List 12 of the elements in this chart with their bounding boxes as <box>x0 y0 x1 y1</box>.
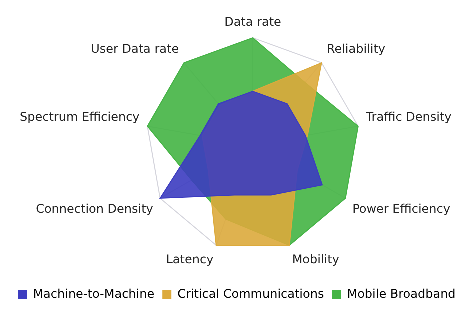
spoke-label: Latency <box>166 252 214 266</box>
spoke-label: Reliability <box>326 42 386 56</box>
legend-label: Critical Communications <box>178 287 324 302</box>
legend-label: Mobile Broadband <box>347 287 456 302</box>
spoke-label: Traffic Density <box>365 110 452 124</box>
legend-label: Machine-to-Machine <box>33 287 155 302</box>
spoke-label: Power Efficiency <box>352 202 450 216</box>
spoke-label: User Data rate <box>91 42 180 56</box>
spoke-label: Mobility <box>292 252 340 266</box>
spoke-label: Connection Density <box>36 202 154 216</box>
spoke-label: Spectrum Efficiency <box>20 110 140 124</box>
spoke-label: Data rate <box>224 14 282 29</box>
